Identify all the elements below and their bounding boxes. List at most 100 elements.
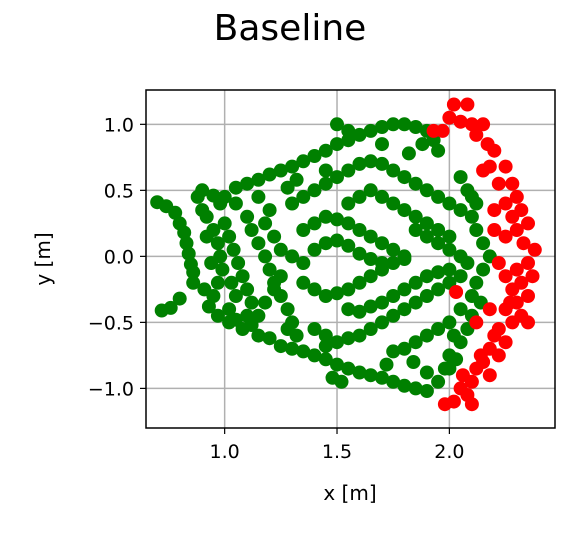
green-data-point <box>401 146 416 161</box>
red-data-point <box>487 328 502 343</box>
green-data-point <box>307 183 322 198</box>
red-data-point <box>464 397 479 412</box>
green-data-point <box>442 229 457 244</box>
green-data-point <box>363 252 378 266</box>
green-data-point <box>352 328 367 343</box>
green-data-point <box>408 223 423 237</box>
green-data-point <box>273 242 288 257</box>
green-data-point <box>431 282 446 297</box>
green-data-point <box>379 357 394 372</box>
green-data-point <box>154 303 169 318</box>
y-tick-label: 0.0 <box>104 246 134 268</box>
green-data-point <box>352 223 367 237</box>
green-data-point <box>251 189 266 204</box>
green-data-point <box>296 344 311 359</box>
green-data-point <box>375 120 389 134</box>
green-data-point <box>431 265 446 280</box>
green-data-point <box>453 203 468 218</box>
red-data-point <box>509 223 524 237</box>
green-data-point <box>262 167 277 182</box>
green-data-point <box>341 163 356 178</box>
green-data-point <box>244 223 259 237</box>
red-data-point <box>473 348 488 363</box>
green-data-point <box>197 282 212 297</box>
green-data-point <box>318 163 333 178</box>
green-data-point <box>244 295 259 310</box>
green-data-point <box>222 229 237 244</box>
y-tick-label: −1.0 <box>88 378 134 400</box>
green-data-point <box>318 339 333 354</box>
green-data-point <box>330 357 344 372</box>
green-data-point <box>262 203 277 218</box>
data-points <box>150 97 542 412</box>
green-data-point <box>186 265 201 280</box>
red-data-point <box>482 368 497 383</box>
green-data-point <box>168 205 183 220</box>
green-data-point <box>224 275 239 290</box>
green-data-point <box>469 275 484 290</box>
green-data-point <box>318 352 333 367</box>
green-data-point <box>352 156 367 171</box>
green-data-point <box>419 365 434 380</box>
y-tick-label: 1.0 <box>104 114 134 136</box>
green-data-point <box>222 302 237 317</box>
green-data-point <box>307 348 322 363</box>
red-data-point <box>525 269 540 284</box>
green-data-point <box>375 189 389 204</box>
green-data-point <box>251 236 266 251</box>
green-data-point <box>217 216 232 231</box>
green-data-point <box>431 189 446 204</box>
green-data-point <box>228 196 243 211</box>
red-data-point <box>487 143 502 158</box>
green-data-point <box>375 315 389 330</box>
green-data-point <box>408 335 423 350</box>
green-data-point <box>273 339 288 354</box>
green-data-point <box>226 242 241 257</box>
green-data-point <box>330 286 344 301</box>
green-data-point <box>476 236 491 251</box>
green-data-point <box>386 242 401 257</box>
green-data-point <box>285 249 300 264</box>
red-data-point <box>482 302 497 317</box>
green-data-point <box>228 289 243 303</box>
green-data-point <box>199 229 214 244</box>
green-data-point <box>267 229 282 244</box>
green-data-point <box>453 302 468 317</box>
green-data-point <box>273 269 288 284</box>
green-data-point <box>408 209 423 224</box>
green-data-point <box>363 368 378 383</box>
green-data-point <box>453 269 468 284</box>
green-data-point <box>453 335 468 350</box>
green-data-point <box>431 143 446 158</box>
red-data-point <box>505 176 520 191</box>
green-data-point <box>210 236 225 251</box>
x-tick-label: 1.5 <box>322 441 352 463</box>
green-data-point <box>231 256 246 270</box>
green-data-point <box>375 137 389 152</box>
green-data-point <box>375 156 389 171</box>
green-data-point <box>240 308 255 323</box>
green-data-point <box>352 127 367 142</box>
red-data-point <box>491 256 506 270</box>
green-data-point <box>352 246 367 261</box>
green-data-point <box>397 203 412 218</box>
red-data-point <box>505 209 520 224</box>
green-data-point <box>289 172 304 187</box>
green-data-point <box>363 322 378 336</box>
red-data-point <box>476 117 491 132</box>
green-data-point <box>419 328 434 343</box>
green-data-point <box>251 172 266 187</box>
green-data-point <box>267 282 282 297</box>
green-data-point <box>363 229 378 244</box>
green-data-point <box>419 216 434 231</box>
green-data-point <box>363 269 378 284</box>
green-data-point <box>375 256 389 270</box>
green-data-point <box>318 143 333 158</box>
green-data-point <box>408 275 423 290</box>
green-data-point <box>341 331 356 346</box>
red-data-point <box>491 176 506 191</box>
red-data-point <box>476 163 491 178</box>
green-data-point <box>386 344 401 359</box>
